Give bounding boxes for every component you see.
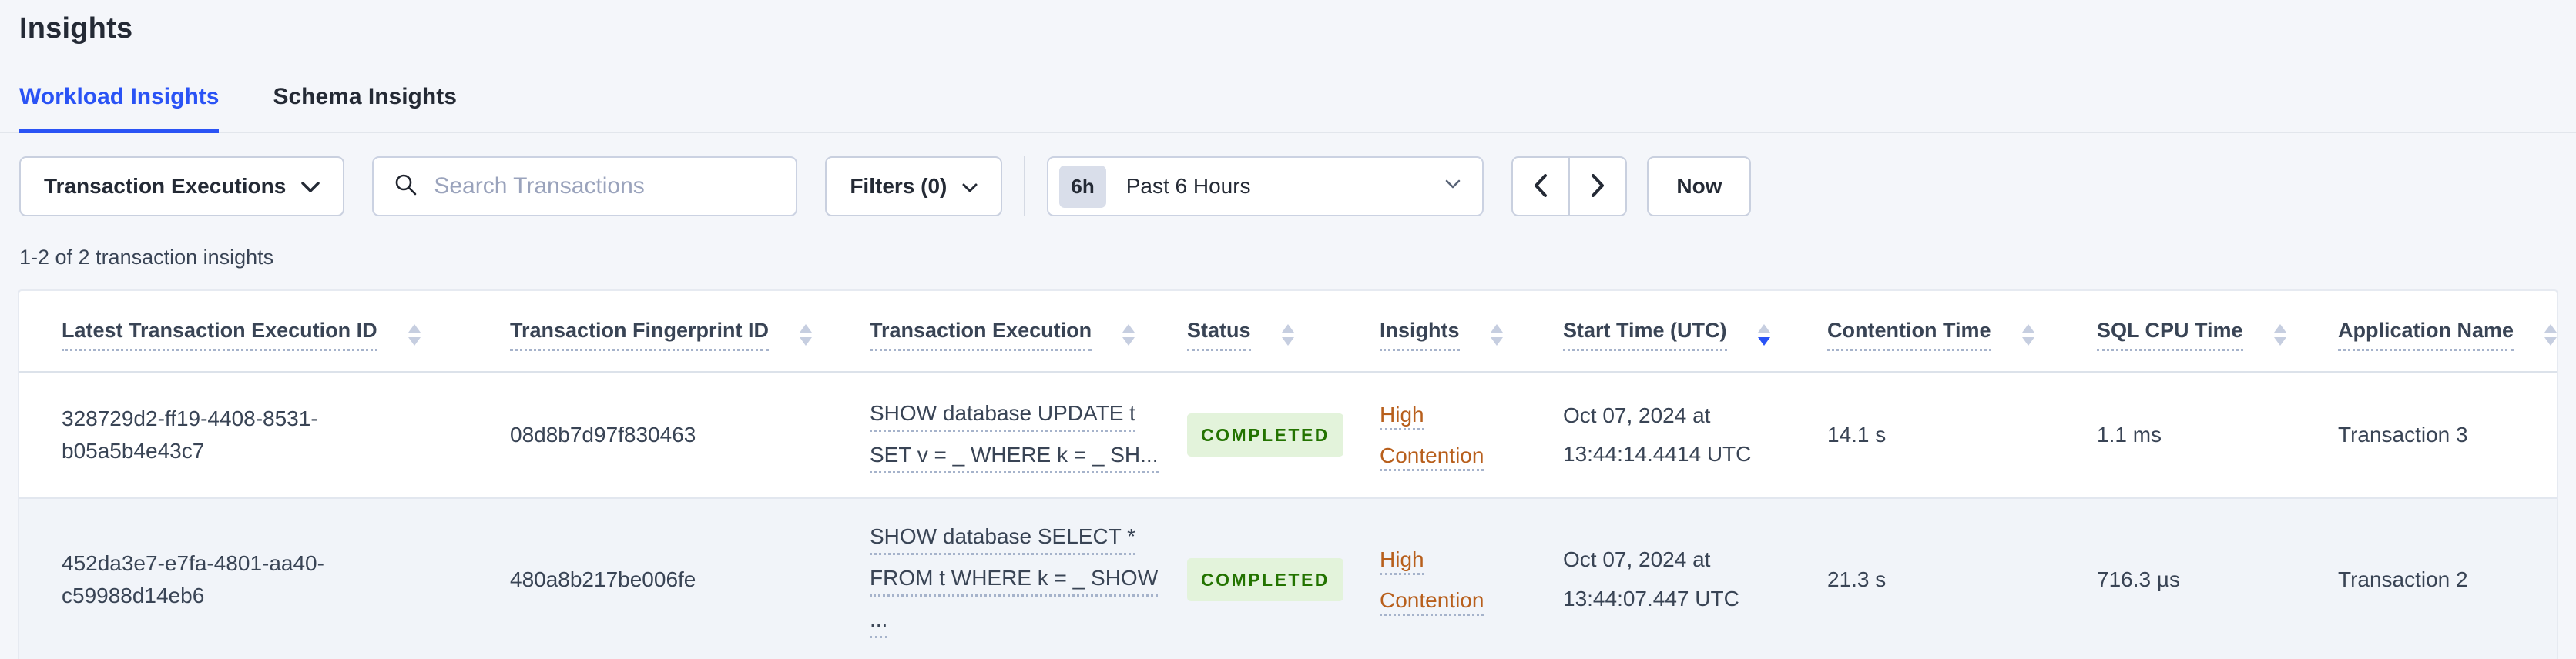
- cell-start-time: Oct 07, 2024 at 13:44:14.4414 UTC: [1541, 372, 1806, 500]
- toolbar-divider: [1024, 156, 1026, 216]
- cell-contention-time: 21.3 s: [1827, 567, 1887, 591]
- chevron-down-icon: [301, 174, 320, 199]
- sort-arrows-icon[interactable]: [1490, 324, 1503, 346]
- statement-link[interactable]: FROM t WHERE k = _ SHOW: [870, 562, 1159, 597]
- insight-link-high-contention[interactable]: High Contention: [1380, 403, 1484, 472]
- next-time-range-button[interactable]: [1568, 156, 1628, 216]
- start-time-clock: 13:44:07.447 UTC: [1563, 586, 1739, 610]
- cell-transaction-execution: SHOW database UPDATE t SET v = _ WHERE k…: [848, 372, 1166, 500]
- cell-fingerprint-id: 480a8b217be006fe: [510, 567, 696, 591]
- page-title: Insights: [19, 12, 133, 45]
- chevron-down-icon: [962, 174, 978, 199]
- column-header-start-time: Start Time (UTC): [1541, 291, 1806, 373]
- cell-sql-cpu-time: 716.3 µs: [2097, 567, 2180, 591]
- toolbar: Transaction Executions Filters (0) 6h Pa…: [19, 156, 2557, 216]
- cell-start-time: Oct 07, 2024 at 13:44:07.447 UTC: [1541, 498, 1806, 659]
- start-time-date: Oct 07, 2024 at: [1563, 403, 1711, 427]
- column-header-label[interactable]: Status: [1187, 319, 1251, 351]
- column-header-label[interactable]: SQL CPU Time: [2097, 319, 2243, 351]
- start-time-date: Oct 07, 2024 at: [1563, 547, 1711, 572]
- column-header-transaction-fingerprint-id: Transaction Fingerprint ID: [488, 291, 848, 373]
- cell-status: COMPLETED: [1166, 372, 1358, 500]
- column-header-label[interactable]: Start Time (UTC): [1563, 319, 1727, 351]
- column-header-contention-time: Contention Time: [1806, 291, 2075, 373]
- tab-workload-insights[interactable]: Workload Insights: [19, 84, 220, 133]
- sort-arrows-icon[interactable]: [2544, 324, 2558, 346]
- page-header: Insights: [0, 0, 2576, 45]
- chevron-right-icon: [1591, 173, 1605, 199]
- column-header-label[interactable]: Insights: [1380, 319, 1460, 351]
- statement-link[interactable]: ...: [870, 604, 888, 639]
- sort-arrows-icon[interactable]: [1281, 324, 1294, 346]
- status-badge: COMPLETED: [1187, 557, 1343, 602]
- column-header-label[interactable]: Transaction Execution: [870, 319, 1092, 351]
- table-row: 328729d2-ff19-4408-8531-b05a5b4e43c7 08d…: [19, 372, 2557, 500]
- statement-link[interactable]: SET v = _ WHERE k = _ SH...: [870, 439, 1159, 473]
- time-range-picker[interactable]: 6h Past 6 Hours: [1047, 156, 1484, 216]
- chevron-down-icon: [1445, 179, 1461, 193]
- status-badge: COMPLETED: [1187, 413, 1343, 457]
- cell-sql-cpu-time: 1.1 ms: [2075, 372, 2316, 500]
- sort-arrows-icon[interactable]: [2021, 324, 2034, 346]
- cell-fingerprint-id: 08d8b7d97f830463: [488, 372, 848, 500]
- column-header-status: Status: [1166, 291, 1358, 373]
- now-button[interactable]: Now: [1647, 156, 1752, 216]
- column-header-sql-cpu-time: SQL CPU Time: [2075, 291, 2316, 373]
- sort-arrows-icon[interactable]: [2273, 324, 2286, 346]
- execution-type-label: Transaction Executions: [44, 174, 287, 198]
- filters-button[interactable]: Filters (0): [825, 156, 1003, 216]
- sort-arrows-icon-active-desc[interactable]: [1757, 324, 1770, 346]
- column-header-label[interactable]: Transaction Fingerprint ID: [510, 319, 770, 351]
- sort-arrows-icon[interactable]: [1122, 324, 1135, 346]
- column-header-latest-transaction-execution-id: Latest Transaction Execution ID: [19, 291, 488, 373]
- search-input[interactable]: [434, 173, 776, 199]
- cell-transaction-execution: SHOW database SELECT * FROM t WHERE k = …: [848, 498, 1166, 659]
- chevron-left-icon: [1534, 173, 1548, 199]
- previous-time-range-button[interactable]: [1511, 156, 1571, 216]
- cell-execution-id: 452da3e7-e7fa-4801-aa40-c59988d14eb6: [62, 550, 324, 607]
- column-header-transaction-execution: Transaction Execution: [848, 291, 1166, 373]
- search-icon: [394, 172, 418, 201]
- cell-execution-id: 328729d2-ff19-4408-8531-b05a5b4e43c7: [19, 372, 488, 500]
- statement-link[interactable]: SHOW database SELECT *: [870, 520, 1135, 556]
- table-row: 452da3e7-e7fa-4801-aa40-c59988d14eb6 480…: [19, 498, 2557, 659]
- insights-table: Latest Transaction Execution ID Transact…: [19, 291, 2558, 659]
- start-time-clock: 13:44:14.4414 UTC: [1563, 442, 1752, 467]
- table-header-row: Latest Transaction Execution ID Transact…: [19, 291, 2558, 373]
- cell-insights: High Contention: [1358, 372, 1541, 500]
- time-range-pager: [1511, 156, 1628, 216]
- column-header-application-name: Application Name: [2316, 291, 2558, 373]
- time-range-badge: 6h: [1059, 165, 1106, 208]
- sort-arrows-icon[interactable]: [800, 324, 813, 346]
- cell-contention-time: 14.1 s: [1806, 372, 2075, 500]
- cell-application-name: Transaction 2: [2338, 567, 2468, 591]
- column-header-label[interactable]: Contention Time: [1827, 319, 1991, 351]
- column-header-label[interactable]: Application Name: [2338, 319, 2514, 351]
- filters-label: Filters (0): [850, 174, 948, 198]
- cell-insights: High Contention: [1358, 498, 1541, 659]
- tab-bar: Workload Insights Schema Insights: [0, 84, 2576, 133]
- time-range-label: Past 6 Hours: [1125, 174, 1251, 198]
- column-header-insights: Insights: [1358, 291, 1541, 373]
- execution-type-dropdown[interactable]: Transaction Executions: [19, 156, 345, 216]
- statement-link[interactable]: SHOW database UPDATE t: [870, 397, 1135, 432]
- sort-arrows-icon[interactable]: [408, 324, 421, 346]
- insights-table-container: Latest Transaction Execution ID Transact…: [18, 289, 2558, 659]
- column-header-label[interactable]: Latest Transaction Execution ID: [62, 319, 377, 351]
- cell-application-name: Transaction 3: [2316, 372, 2557, 500]
- tab-schema-insights[interactable]: Schema Insights: [273, 84, 457, 109]
- results-summary: 1-2 of 2 transaction insights: [19, 246, 274, 269]
- search-box[interactable]: [372, 156, 798, 216]
- insight-link-high-contention[interactable]: High Contention: [1380, 547, 1484, 616]
- cell-status: COMPLETED: [1166, 498, 1358, 659]
